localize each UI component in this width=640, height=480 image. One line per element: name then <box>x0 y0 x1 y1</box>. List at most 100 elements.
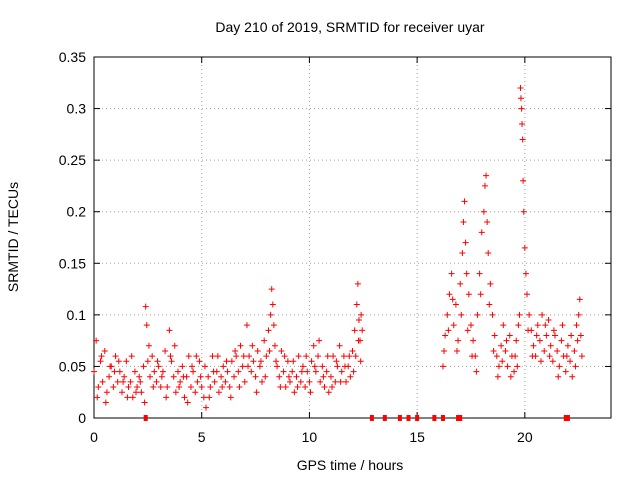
data-point <box>179 363 186 370</box>
data-point <box>442 332 449 339</box>
data-point <box>207 384 214 391</box>
data-point <box>353 301 360 308</box>
data-point <box>98 353 105 360</box>
data-point <box>253 389 260 396</box>
data-point <box>167 353 174 360</box>
data-point <box>517 95 524 102</box>
data-point <box>106 373 113 380</box>
data-point <box>223 358 230 365</box>
data-point <box>228 358 235 365</box>
data-point <box>323 368 330 375</box>
data-point <box>141 399 148 406</box>
data-point <box>307 389 314 396</box>
y-tick-label: 0.35 <box>59 49 86 65</box>
data-point <box>332 378 339 385</box>
data-point <box>455 337 462 344</box>
x-tick-label: 10 <box>302 429 318 445</box>
data-point <box>534 322 541 329</box>
data-point <box>517 84 524 91</box>
data-point <box>150 384 157 391</box>
data-point <box>237 342 244 349</box>
data-point <box>157 384 164 391</box>
data-point <box>137 378 144 385</box>
data-point <box>577 332 584 339</box>
data-point <box>487 280 494 287</box>
data-point <box>140 363 147 370</box>
data-point <box>240 353 247 360</box>
data-point <box>571 347 578 354</box>
data-point <box>142 303 149 310</box>
data-point <box>359 327 366 334</box>
data-point <box>248 368 255 375</box>
data-point <box>463 270 470 277</box>
data-point <box>121 373 128 380</box>
data-point <box>243 322 250 329</box>
data-point <box>550 327 557 334</box>
data-point <box>530 342 537 349</box>
data-point <box>155 363 162 370</box>
data-point <box>311 363 318 370</box>
data-point <box>337 378 344 385</box>
data-point <box>249 342 256 349</box>
data-point <box>358 311 365 318</box>
data-point <box>352 353 359 360</box>
data-point <box>180 373 187 380</box>
y-tick-label: 0 <box>78 410 86 426</box>
data-point <box>116 368 123 375</box>
data-point <box>211 378 218 385</box>
data-point <box>153 378 160 385</box>
data-point <box>125 384 132 391</box>
data-point <box>355 317 362 324</box>
plot-frame <box>93 56 612 419</box>
data-point <box>159 368 166 375</box>
data-point <box>575 311 582 318</box>
data-point <box>439 363 446 370</box>
data-point <box>327 373 334 380</box>
y-tick-label: 0.3 <box>67 101 87 117</box>
data-point <box>91 368 97 375</box>
data-point <box>464 327 471 334</box>
data-point <box>541 347 548 354</box>
data-point <box>312 368 319 375</box>
data-point <box>233 353 240 360</box>
data-point <box>287 378 294 385</box>
data-point <box>316 337 323 344</box>
data-point <box>154 358 161 365</box>
gap-marker <box>415 415 420 421</box>
data-point <box>521 244 528 251</box>
data-point <box>115 358 122 365</box>
data-point <box>554 347 561 354</box>
data-point <box>293 373 300 380</box>
data-point <box>177 378 184 385</box>
data-point <box>298 368 305 375</box>
data-point <box>452 301 459 308</box>
data-point <box>138 389 145 396</box>
data-point <box>278 347 285 354</box>
y-tick-label: 0.2 <box>67 204 87 220</box>
data-point <box>545 317 552 324</box>
data-point <box>498 342 505 349</box>
data-point <box>232 347 239 354</box>
data-point <box>196 358 203 365</box>
data-point <box>512 353 519 360</box>
data-point <box>500 322 507 329</box>
data-point <box>218 373 225 380</box>
data-point <box>523 291 530 298</box>
data-point <box>340 353 347 360</box>
data-point <box>176 384 183 391</box>
data-point <box>261 337 268 344</box>
data-point <box>252 373 259 380</box>
data-point <box>485 249 492 256</box>
data-point <box>568 332 575 339</box>
data-point <box>306 378 313 385</box>
data-point <box>94 394 101 401</box>
data-point <box>200 394 207 401</box>
data-point <box>542 322 549 329</box>
data-point <box>128 353 135 360</box>
data-point <box>506 332 513 339</box>
data-point <box>564 342 571 349</box>
data-point <box>171 342 178 349</box>
data-point <box>95 384 102 391</box>
gap-markers <box>143 415 570 421</box>
data-point <box>190 368 197 375</box>
